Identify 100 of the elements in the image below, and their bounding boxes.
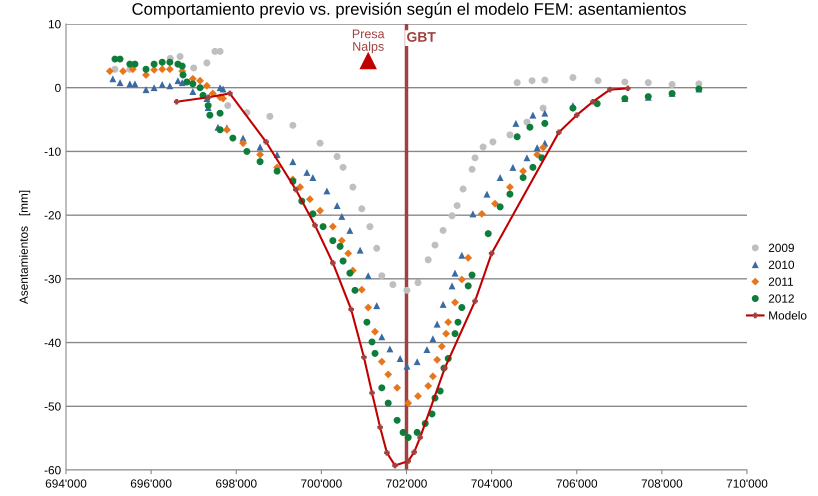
point	[506, 131, 514, 138]
point	[393, 384, 402, 392]
y-tick-label: -20	[44, 211, 61, 220]
point	[340, 164, 347, 171]
point	[364, 304, 372, 312]
point	[644, 79, 652, 86]
point	[454, 202, 461, 210]
point	[489, 138, 496, 146]
point	[424, 256, 432, 264]
point	[373, 244, 380, 252]
point	[373, 302, 380, 310]
point	[371, 328, 379, 336]
point	[142, 86, 150, 94]
legend-label: Modelo	[769, 310, 806, 320]
point	[442, 330, 450, 338]
point	[432, 242, 438, 249]
point	[316, 206, 324, 215]
point	[433, 356, 442, 364]
y-axis-title: Asentamientos [mm]	[19, 190, 30, 304]
point	[523, 118, 530, 126]
point	[239, 139, 247, 148]
point	[434, 320, 441, 328]
x-tick-label: 698'000	[216, 479, 257, 488]
point	[126, 80, 134, 88]
point	[344, 249, 352, 258]
x-tick-label: 704'000	[471, 479, 512, 488]
point	[539, 144, 548, 152]
y-tick-label: -30	[44, 274, 61, 284]
point	[358, 286, 366, 294]
point	[150, 84, 158, 92]
point	[378, 358, 386, 366]
point	[316, 140, 324, 147]
point	[202, 82, 211, 90]
point	[386, 345, 394, 352]
point	[356, 246, 364, 254]
point	[414, 279, 422, 286]
point	[296, 183, 304, 192]
point	[414, 392, 422, 400]
point	[452, 270, 458, 277]
point	[178, 79, 186, 86]
point	[256, 150, 264, 159]
point	[533, 150, 542, 159]
point	[404, 399, 412, 408]
point	[366, 223, 374, 230]
point	[396, 355, 404, 362]
point	[220, 86, 227, 92]
point	[358, 205, 366, 212]
point	[158, 65, 166, 74]
point	[174, 77, 182, 84]
point	[216, 48, 224, 55]
x-tick-label: 694'000	[46, 479, 86, 488]
point	[480, 143, 487, 150]
point	[119, 67, 127, 76]
point	[309, 174, 316, 182]
point	[429, 335, 436, 342]
point	[158, 81, 166, 88]
point	[512, 120, 520, 127]
point	[514, 79, 521, 86]
x-tick-label: 710'000	[726, 479, 768, 488]
point	[541, 110, 548, 117]
point	[364, 272, 372, 280]
point	[438, 342, 446, 350]
point	[323, 187, 330, 194]
point	[472, 154, 478, 162]
point	[668, 81, 676, 88]
point	[448, 282, 456, 290]
point	[189, 88, 196, 96]
y-tick-label: -60	[44, 466, 61, 474]
point	[428, 372, 437, 380]
point	[509, 164, 516, 171]
point	[569, 74, 576, 81]
point	[506, 183, 514, 192]
point	[594, 77, 602, 84]
x-tick-label: 706'000	[556, 479, 598, 488]
point	[403, 286, 410, 294]
point	[440, 226, 447, 234]
point	[423, 346, 430, 354]
legend-label: 2012	[768, 294, 794, 303]
legend-label: 2011	[768, 277, 794, 286]
point	[469, 210, 476, 218]
point	[338, 212, 346, 220]
point	[440, 300, 447, 308]
x-tick-label: 696'000	[130, 479, 172, 488]
point	[384, 370, 392, 378]
point	[166, 82, 174, 90]
point	[621, 78, 628, 86]
point	[289, 122, 296, 129]
y-tick-label: -50	[44, 402, 61, 411]
point	[116, 79, 124, 86]
chart-title: Comportamiento previo vs. previsión según el modelo FEM: asentamientos	[132, 2, 686, 18]
point	[458, 252, 466, 259]
point	[289, 158, 296, 166]
point	[458, 276, 466, 284]
point	[528, 77, 536, 84]
point	[464, 254, 472, 262]
point	[338, 236, 346, 245]
point	[176, 53, 184, 60]
point	[109, 75, 116, 82]
point	[483, 190, 490, 198]
point	[303, 168, 310, 176]
